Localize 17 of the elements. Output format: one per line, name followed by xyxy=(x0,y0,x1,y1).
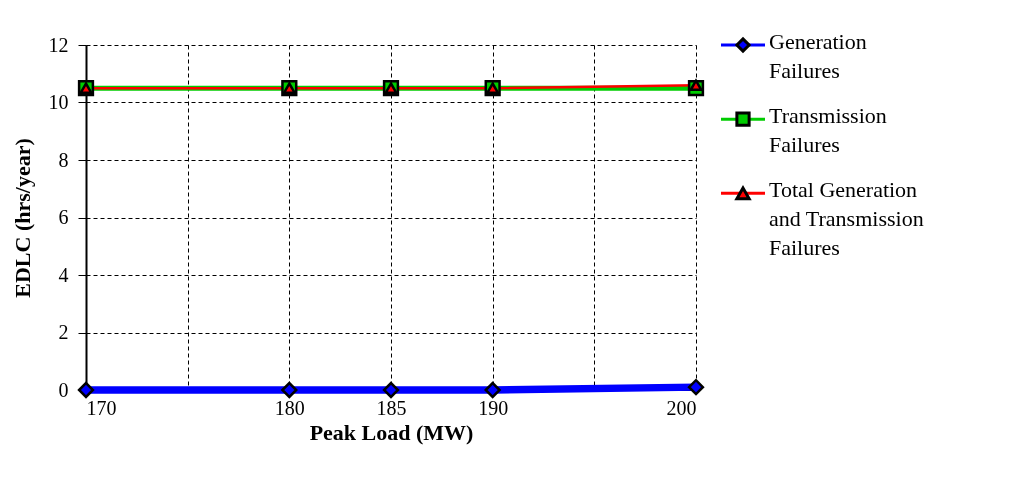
x-tick-label: 180 xyxy=(274,396,305,419)
legend-label: Transmission Failures xyxy=(769,103,887,158)
y-tick-label: 2 xyxy=(58,321,69,343)
y-tick-label: 6 xyxy=(58,206,69,228)
y-tick-label: 4 xyxy=(58,263,69,286)
x-tick-label: 185 xyxy=(376,396,407,419)
x-tick-label: 190 xyxy=(478,396,509,419)
legend-label: Total Generation and Transmission Failures xyxy=(769,177,924,261)
x-axis-title: Peak Load (MW) xyxy=(309,419,474,445)
x-tick-label: 200 xyxy=(666,396,697,419)
legend-label: Generation Failures xyxy=(769,29,867,83)
x-tick-label: 170 xyxy=(86,396,117,419)
y-tick-label: 12 xyxy=(48,33,69,56)
y-tick-label: 10 xyxy=(48,91,69,113)
y-tick-label: 8 xyxy=(58,148,69,171)
y-axis-title: EDLC (hrs/year) xyxy=(9,138,35,298)
y-tick-label: 0 xyxy=(58,378,69,401)
